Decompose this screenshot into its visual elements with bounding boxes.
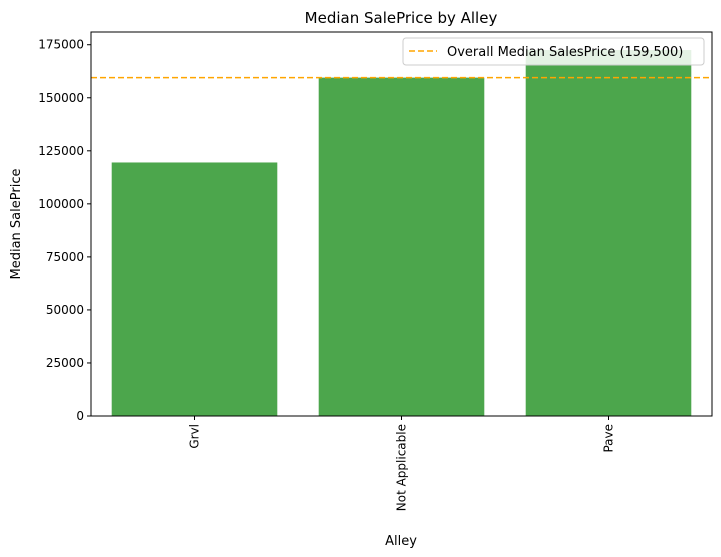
y-tick-label: 150000 bbox=[38, 91, 84, 105]
plot-frame bbox=[90, 31, 713, 417]
y-tick-label: 25000 bbox=[46, 356, 84, 370]
y-tick-label: 175000 bbox=[38, 38, 84, 52]
bar-grvl bbox=[111, 162, 278, 416]
y-tick-label: 125000 bbox=[38, 144, 84, 158]
chart-title: Median SalePrice by Alley bbox=[305, 9, 498, 27]
y-axis-label: Median SalePrice bbox=[9, 169, 24, 280]
y-tick-label: 50000 bbox=[46, 303, 84, 317]
x-tick-label: Not Applicable bbox=[395, 424, 409, 511]
x-axis-label: Alley bbox=[385, 534, 417, 549]
y-tick-label: 100000 bbox=[38, 197, 84, 211]
bar-pave bbox=[525, 50, 692, 417]
y-tick-label: 75000 bbox=[46, 250, 84, 264]
x-tick-label: Grvl bbox=[188, 424, 202, 449]
x-tick-label: Pave bbox=[602, 424, 616, 453]
bar-not-applicable bbox=[318, 77, 485, 417]
y-tick-label: 0 bbox=[76, 409, 84, 423]
plot-area: Grvl Not Applicable Pave 0 25000 50000 75000 10… bbox=[38, 31, 713, 511]
legend: Overall Median SalesPrice (159,500) bbox=[402, 37, 705, 66]
legend-frame bbox=[402, 37, 705, 66]
legend-label: Overall Median SalesPrice (159,500) bbox=[447, 45, 683, 60]
